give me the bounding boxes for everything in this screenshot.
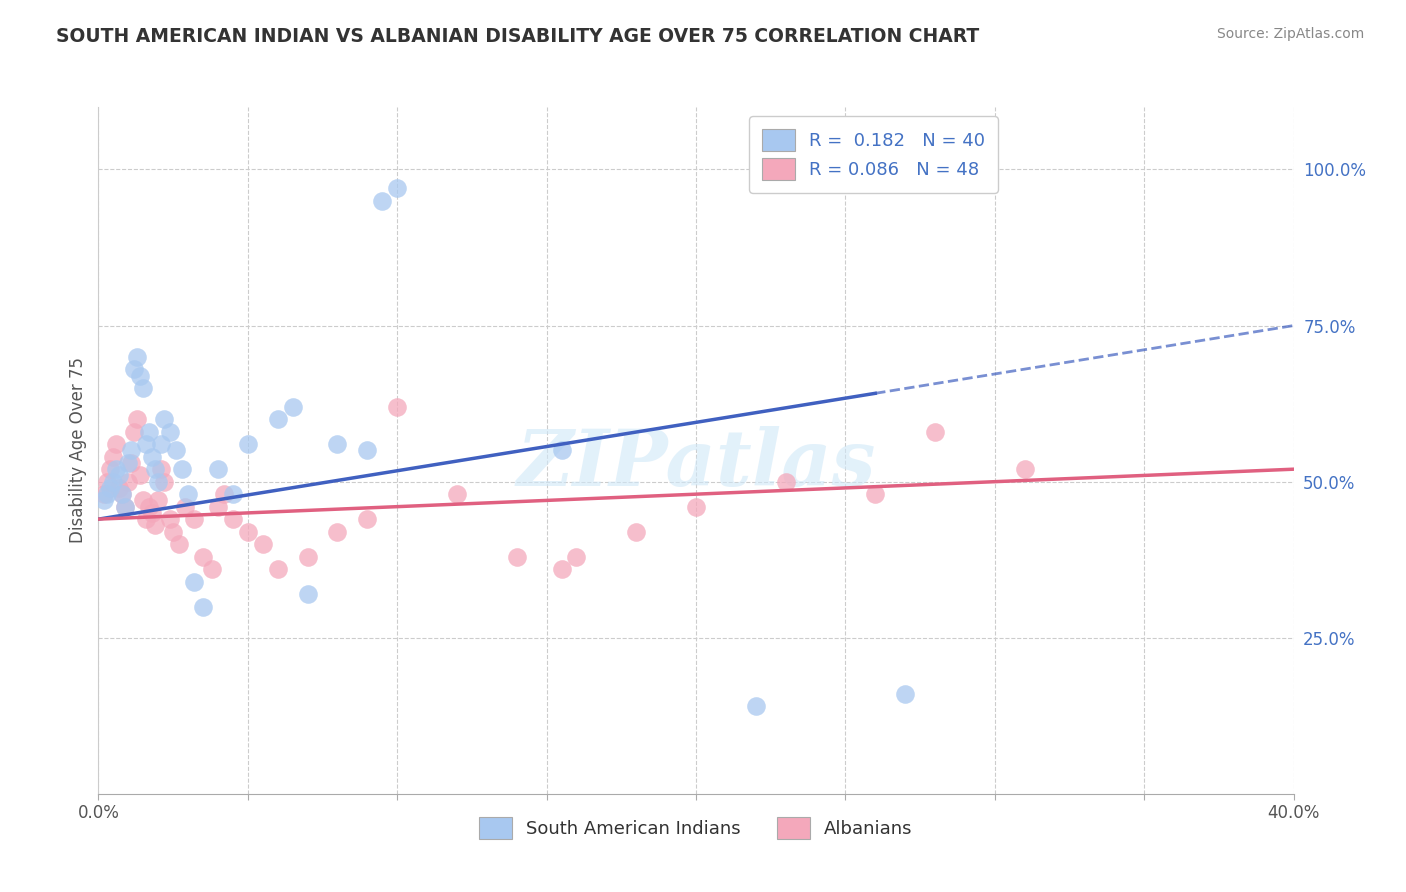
Point	[114, 500, 136, 514]
Text: Source: ZipAtlas.com: Source: ZipAtlas.com	[1216, 27, 1364, 41]
Point	[222, 512, 245, 526]
Point	[153, 412, 176, 426]
Point	[236, 437, 259, 451]
Point	[135, 437, 157, 451]
Point	[267, 562, 290, 576]
Point	[356, 512, 378, 526]
Point	[93, 493, 115, 508]
Point	[385, 181, 409, 195]
Point	[183, 512, 205, 526]
Point	[1014, 462, 1036, 476]
Point	[207, 500, 229, 514]
Point	[236, 524, 259, 539]
Point	[129, 468, 152, 483]
Point	[550, 562, 572, 576]
Point	[162, 524, 184, 539]
Point	[103, 475, 125, 489]
Point	[159, 512, 181, 526]
Point	[105, 437, 128, 451]
Point	[143, 462, 166, 476]
Text: ZIPatlas: ZIPatlas	[516, 426, 876, 502]
Point	[267, 412, 290, 426]
Point	[96, 487, 118, 501]
Point	[124, 425, 146, 439]
Point	[685, 500, 707, 514]
Point	[150, 462, 173, 476]
Point	[865, 487, 887, 501]
Point	[506, 549, 529, 564]
Point	[150, 437, 173, 451]
Point	[626, 524, 648, 539]
Point	[114, 500, 136, 514]
Point	[356, 443, 378, 458]
Point	[132, 381, 155, 395]
Point	[297, 587, 319, 601]
Point	[174, 500, 197, 514]
Point	[894, 687, 917, 701]
Point	[98, 462, 122, 476]
Point	[120, 443, 142, 458]
Point	[141, 506, 163, 520]
Point	[138, 425, 160, 439]
Point	[775, 475, 797, 489]
Point	[108, 468, 131, 483]
Y-axis label: Disability Age Over 75: Disability Age Over 75	[69, 358, 87, 543]
Point	[141, 450, 163, 464]
Text: SOUTH AMERICAN INDIAN VS ALBANIAN DISABILITY AGE OVER 75 CORRELATION CHART: SOUTH AMERICAN INDIAN VS ALBANIAN DISABI…	[56, 27, 980, 45]
Point	[117, 475, 139, 489]
Point	[148, 475, 170, 489]
Point	[96, 475, 118, 489]
Point	[565, 549, 588, 564]
Point	[124, 362, 146, 376]
Point	[103, 450, 125, 464]
Point	[281, 400, 304, 414]
Point	[167, 537, 190, 551]
Point	[127, 412, 149, 426]
Point	[924, 425, 946, 439]
Point	[120, 456, 142, 470]
Point	[143, 518, 166, 533]
Point	[153, 475, 176, 489]
Point	[297, 549, 319, 564]
Point	[129, 368, 152, 383]
Point	[108, 481, 131, 495]
Point	[117, 456, 139, 470]
Point	[111, 487, 134, 501]
Legend: South American Indians, Albanians: South American Indians, Albanians	[465, 803, 927, 854]
Point	[326, 524, 349, 539]
Point	[201, 562, 224, 576]
Point	[111, 487, 134, 501]
Point	[172, 462, 194, 476]
Point	[385, 400, 409, 414]
Point	[132, 493, 155, 508]
Point	[135, 512, 157, 526]
Point	[93, 487, 115, 501]
Point	[550, 443, 572, 458]
Point	[252, 537, 274, 551]
Point	[159, 425, 181, 439]
Point	[177, 487, 200, 501]
Point	[222, 487, 245, 501]
Point	[191, 549, 214, 564]
Point	[183, 574, 205, 589]
Point	[212, 487, 235, 501]
Point	[127, 350, 149, 364]
Point	[446, 487, 468, 501]
Point	[148, 493, 170, 508]
Point	[105, 462, 128, 476]
Point	[371, 194, 394, 208]
Point	[207, 462, 229, 476]
Point	[326, 437, 349, 451]
Point	[138, 500, 160, 514]
Point	[745, 699, 768, 714]
Point	[98, 481, 122, 495]
Point	[165, 443, 187, 458]
Point	[191, 599, 214, 614]
